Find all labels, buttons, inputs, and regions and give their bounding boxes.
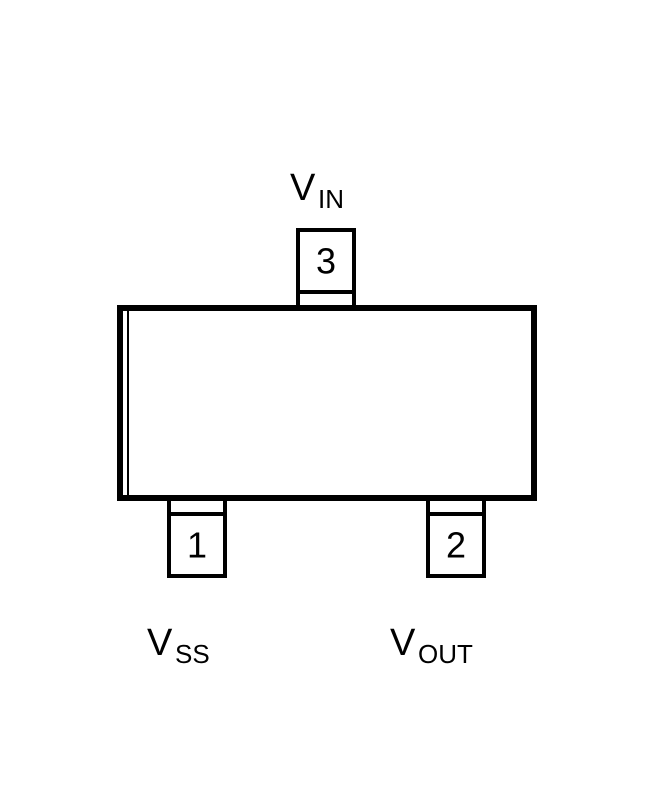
pin-2-label-sub: OUT — [418, 639, 473, 669]
pin-1-label: V — [147, 622, 173, 664]
ic-body — [120, 308, 534, 498]
pin-1-label-sub: SS — [175, 639, 210, 669]
pin-3-number: 3 — [316, 241, 336, 282]
pin-1-number: 1 — [187, 525, 207, 566]
pin-2-label: V — [390, 622, 416, 664]
pin-3-label: V — [290, 167, 316, 209]
pin-3-label-sub: IN — [318, 184, 344, 214]
pin-2-number: 2 — [446, 525, 466, 566]
pinout-diagram: 3VIN1VSS2VOUT — [0, 0, 652, 807]
